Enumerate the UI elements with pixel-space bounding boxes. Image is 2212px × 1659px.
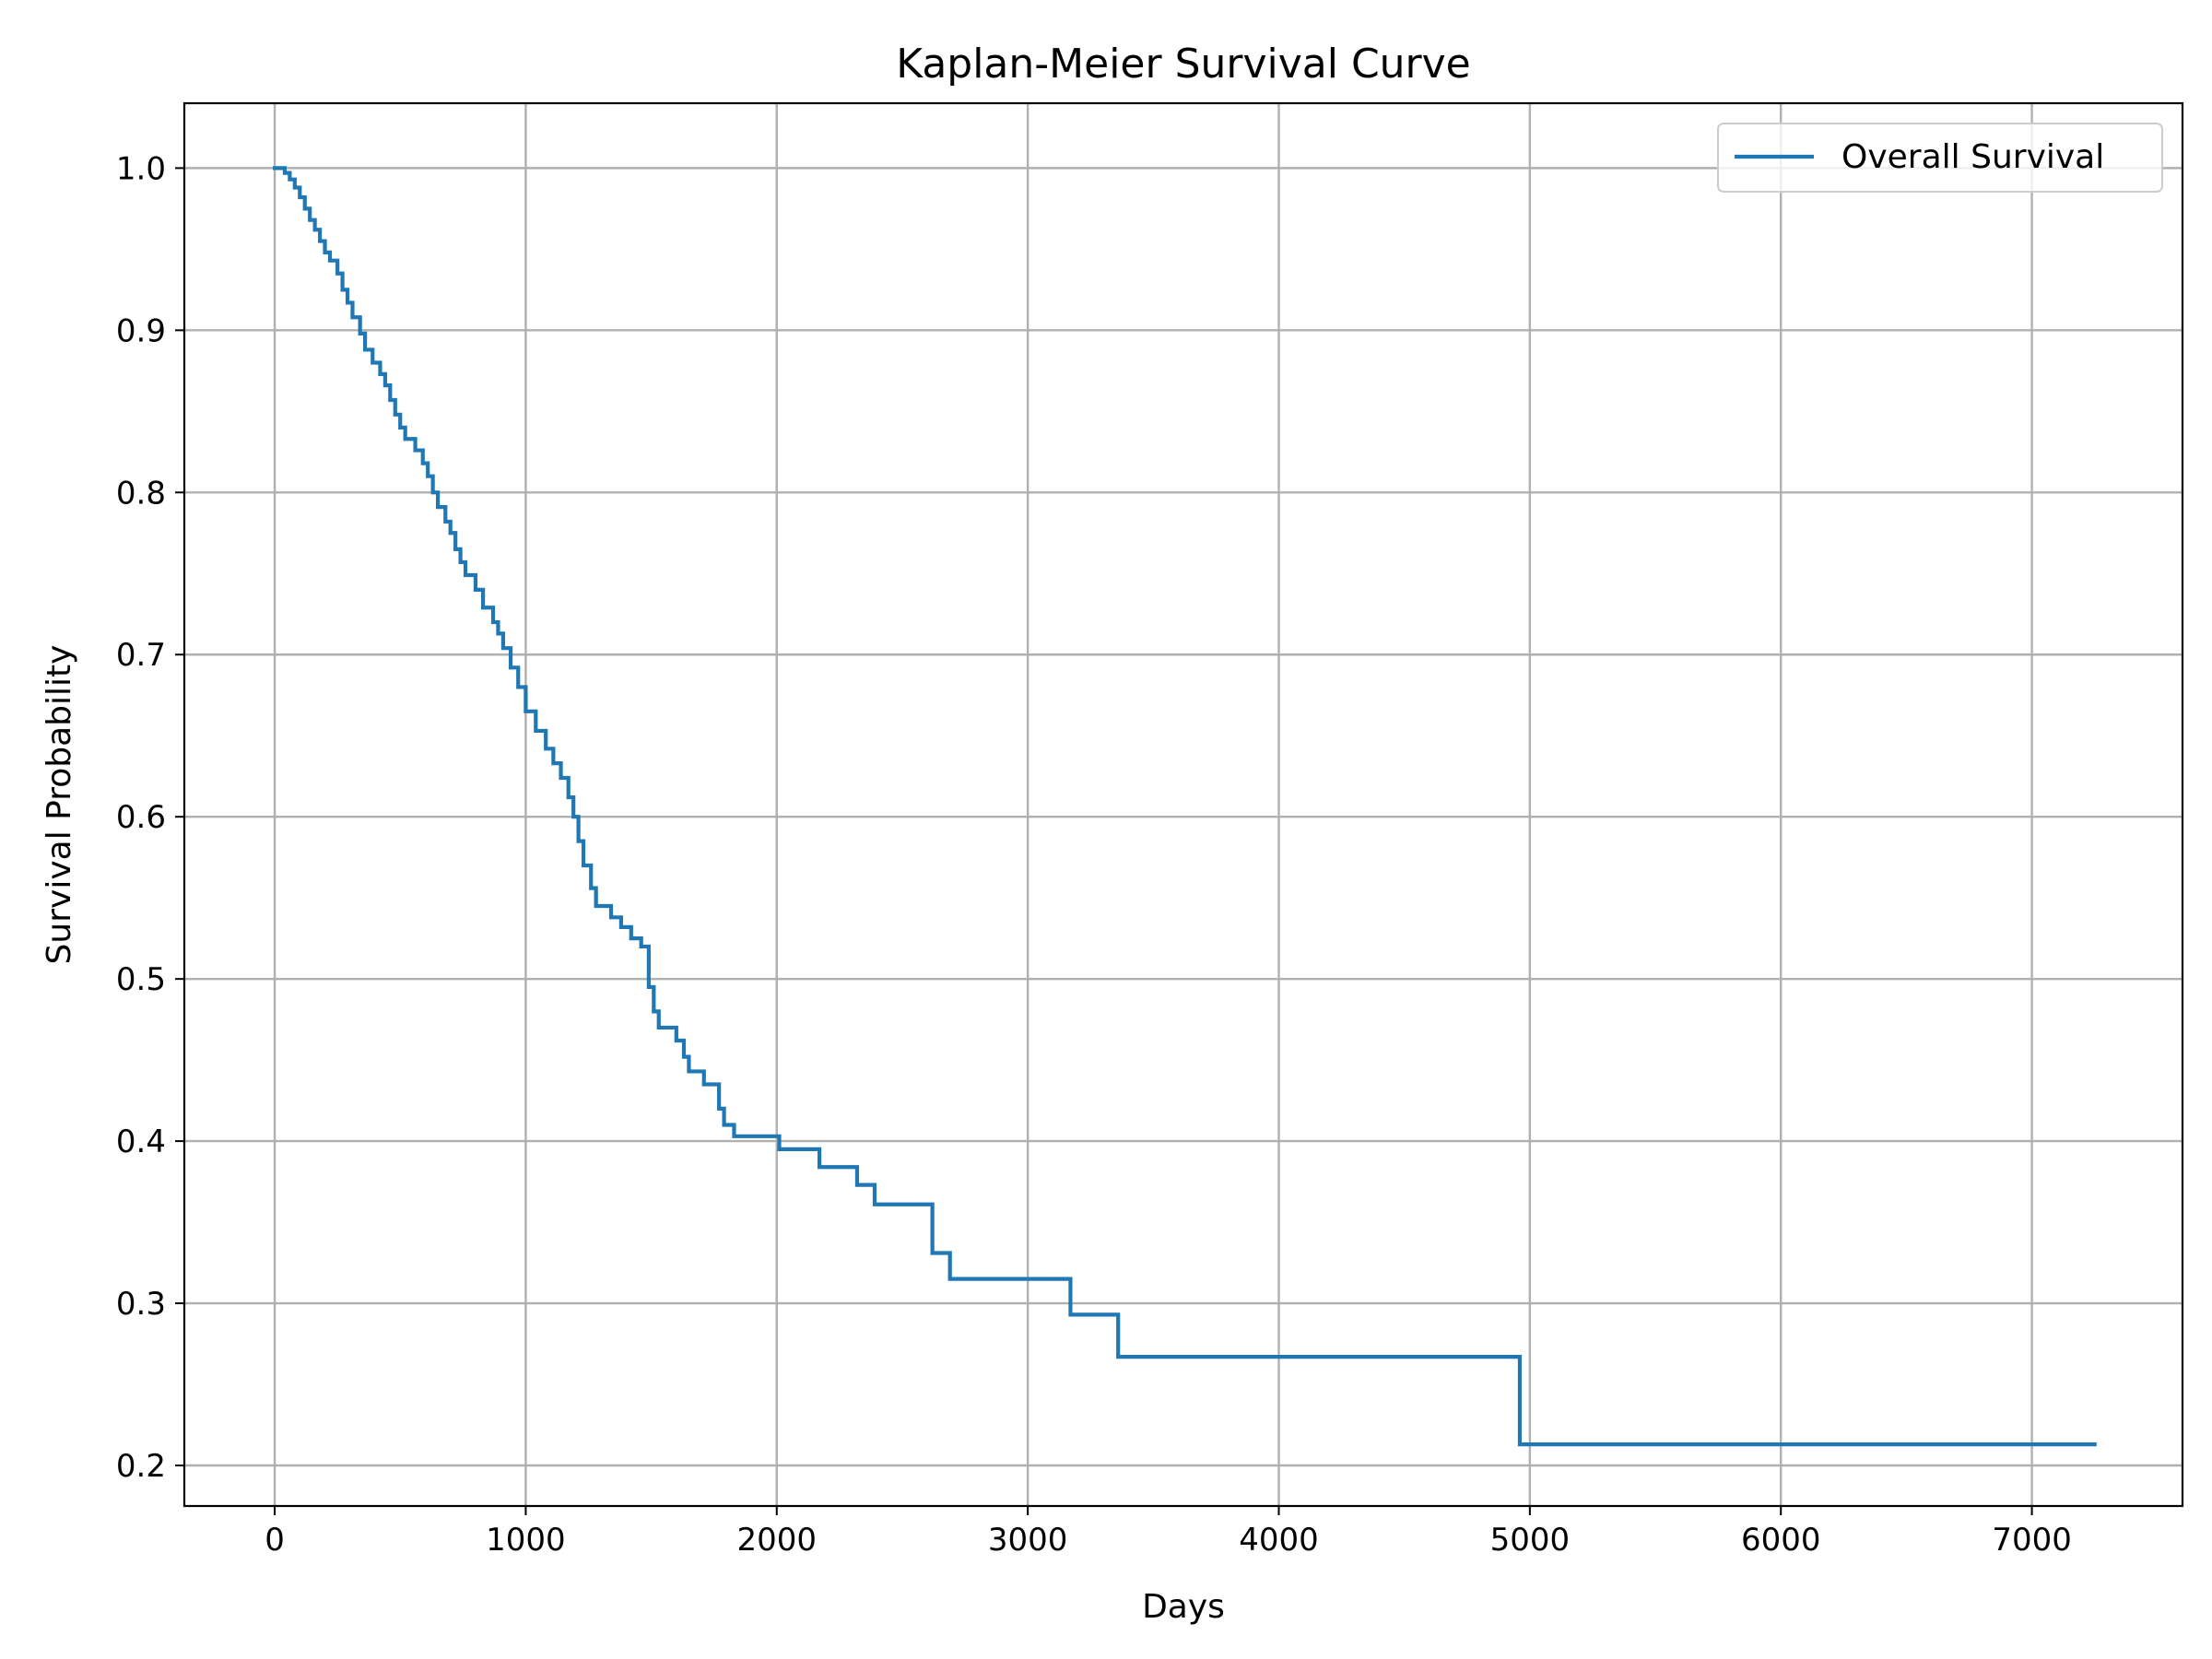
y-tick-label: 0.4 <box>116 1124 166 1160</box>
x-tick-label: 4000 <box>1239 1522 1319 1559</box>
x-tick-label: 6000 <box>1741 1522 1821 1559</box>
y-axis-label: Survival Probability <box>41 645 78 965</box>
series-line-overall-survival <box>272 166 2097 1447</box>
x-tick-label: 2000 <box>737 1522 818 1559</box>
x-tick-label: 5000 <box>1490 1522 1571 1559</box>
legend-label-overall-survival: Overall Survival <box>1841 138 2104 176</box>
x-axis-label: Days <box>1142 1588 1225 1626</box>
tick-layer: 0 1000 2000 3000 4000 5000 6000 7000 0.2 0.3 0.4 0.… <box>116 150 2072 1559</box>
x-tick-label: 0 <box>265 1522 285 1559</box>
y-tick-label: 0.5 <box>116 961 166 998</box>
series-layer <box>272 166 2097 1447</box>
y-tick-label: 0.9 <box>116 312 166 349</box>
legend-box <box>1717 123 2163 193</box>
legend: Overall Survival <box>1717 123 2163 193</box>
grid-layer <box>184 103 2183 1506</box>
chart-title: Kaplan-Meier Survival Curve <box>896 41 1471 88</box>
y-tick-label: 0.3 <box>116 1286 166 1323</box>
y-tick-label: 0.6 <box>116 799 166 836</box>
y-tick-label: 0.7 <box>116 637 166 674</box>
y-tick-label: 0.2 <box>116 1448 166 1485</box>
y-tick-label: 1.0 <box>116 150 166 187</box>
plot-frame <box>182 101 2184 1508</box>
y-tick-label: 0.8 <box>116 475 166 512</box>
x-tick-label: 3000 <box>988 1522 1068 1559</box>
x-tick-label: 1000 <box>486 1522 566 1559</box>
x-tick-label: 7000 <box>1992 1522 2072 1559</box>
